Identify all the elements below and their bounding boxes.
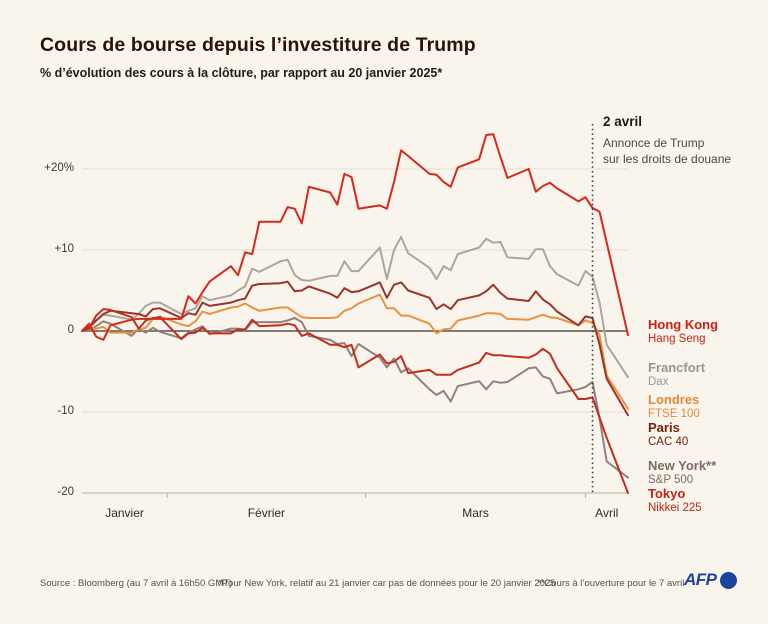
month-label-avril: Avril — [595, 506, 619, 520]
legend-entry-new-york-: New York** S&P 500 — [648, 458, 716, 488]
legend-city-label: Londres — [648, 392, 700, 407]
month-label-février: Février — [247, 506, 286, 520]
afp-logo-text: AFP — [684, 570, 717, 589]
annotation-text-line2: sur les droits de douane — [603, 152, 732, 166]
chart-line-dax — [81, 236, 629, 379]
chart-line-hang-seng — [81, 133, 629, 341]
footnote-new-york: *Pour New York, relatif au 21 janvier ca… — [218, 578, 556, 589]
annotation-text-line1: Annonce de Trump — [603, 136, 705, 150]
month-label-janvier: Janvier — [105, 506, 144, 520]
legend-index-label: Nikkei 225 — [648, 502, 702, 514]
legend-index-label: CAC 40 — [648, 436, 689, 448]
footer: Source : Bloomberg (au 7 avril à 16h50 G… — [0, 570, 768, 600]
y-tick-label: -20 — [57, 486, 74, 498]
page-title: Cours de bourse depuis l’investiture de … — [40, 34, 476, 56]
chart-line-ftse-100 — [81, 293, 629, 410]
month-label-mars: Mars — [462, 506, 489, 520]
y-tick-label: -10 — [57, 405, 74, 417]
chart-line-s-p-500 — [88, 317, 629, 479]
legend-entry-tokyo: Tokyo Nikkei 225 — [648, 486, 702, 516]
legend-entry-londres: Londres FTSE 100 — [648, 392, 700, 422]
legend-city-label: Tokyo — [648, 486, 686, 501]
legend-index-label: FTSE 100 — [648, 408, 700, 420]
chart-line-cac-40 — [81, 280, 629, 417]
legend-entry-francfort: Francfort Dax — [648, 360, 705, 390]
source-note: Source : Bloomberg (au 7 avril à 16h50 G… — [40, 578, 233, 589]
legend-entry-paris: Paris CAC 40 — [648, 420, 688, 450]
afp-logo-dot-icon — [719, 571, 737, 589]
legend-index-label: Hang Seng — [648, 333, 706, 345]
page-subtitle: % d’évolution des cours à la clôture, pa… — [40, 66, 443, 80]
y-tick-label: 0 — [67, 324, 74, 336]
y-tick-label: +10 — [54, 243, 74, 255]
y-tick-label: +20% — [44, 162, 74, 174]
afp-logo: AFP — [684, 570, 737, 590]
april-2-annotation: 2 avril Annonce de Trump sur les droits … — [603, 114, 731, 167]
footnote-opening: **Cours à l’ouverture pour le 7 avril — [537, 578, 685, 589]
chart-line-nikkei-225 — [81, 308, 629, 494]
legend-index-label: S&P 500 — [648, 474, 694, 486]
annotation-date: 2 avril — [603, 114, 643, 129]
legend-city-label: Francfort — [648, 360, 706, 375]
legend-city-label: New York** — [648, 458, 717, 473]
legend-index-label: Dax — [648, 376, 669, 388]
legend-city-label: Paris — [648, 420, 680, 435]
legend-city-label: Hong Kong — [648, 317, 719, 332]
legend-entry-hong-kong: Hong Kong Hang Seng — [648, 317, 718, 347]
